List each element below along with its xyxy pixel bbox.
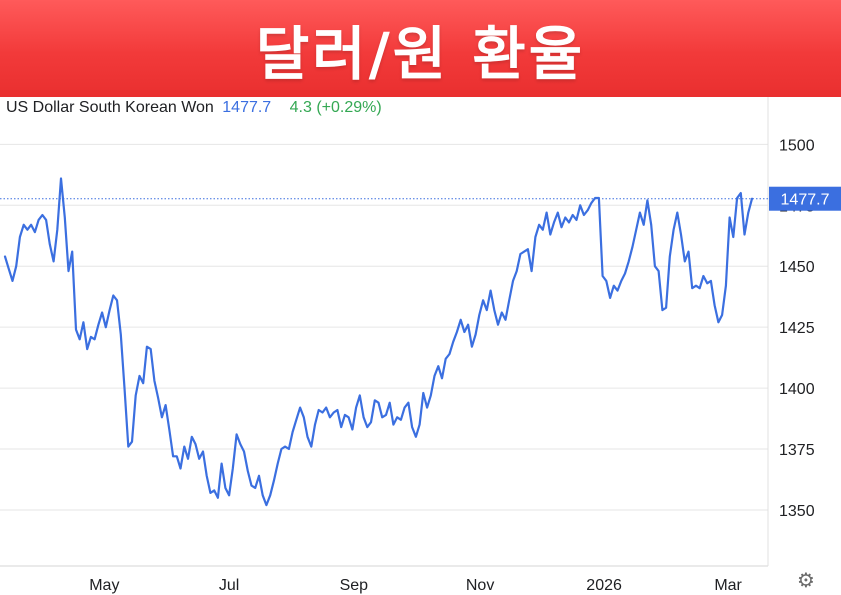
title-banner: 달러/원 환율 [0,0,841,97]
x-tick-label: Sep [340,577,369,594]
last-value-badge [769,186,841,211]
series-line [3,177,754,507]
instrument-name: US Dollar South Korean Won [6,99,214,116]
price-change: 4.3 (+0.29%) [289,99,382,116]
y-tick-label: 1500 [779,137,815,154]
y-tick-label: 1450 [779,259,815,276]
last-value-label: 1477.7 [781,192,830,209]
quote-header: US Dollar South Korean Won 1477.7 4.3 (+… [6,99,382,117]
x-tick-label: Mar [714,577,742,594]
current-price: 1477.7 [222,99,272,116]
x-tick-label: Nov [466,577,494,594]
y-tick-label: 1375 [779,442,815,459]
y-tick-label: 1425 [779,320,815,337]
x-tick-label: 2026 [586,577,622,594]
gear-icon[interactable]: ⚙ [797,568,815,592]
y-tick-label: 1350 [779,503,815,520]
y-tick-label: 1400 [779,381,815,398]
banner-title: 달러/원 환율 [255,19,586,88]
x-tick-label: Jul [219,577,239,594]
x-tick-label: May [89,577,119,594]
